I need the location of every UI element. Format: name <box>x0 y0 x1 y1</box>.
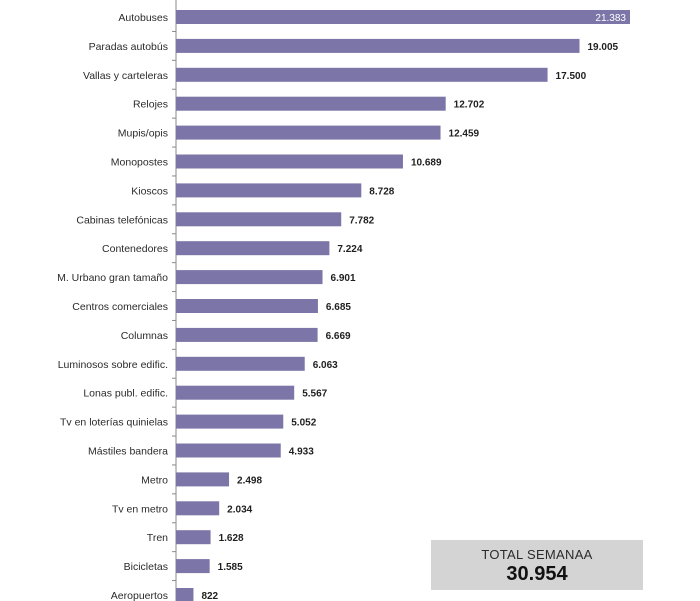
total-summary-box: TOTAL SEMANAA 30.954 <box>431 540 643 590</box>
bar-value-label: 12.702 <box>454 100 485 111</box>
bar <box>176 241 330 256</box>
category-label: Bicicletas <box>124 561 168 573</box>
bar <box>176 327 318 342</box>
category-label: Centros comerciales <box>72 301 168 313</box>
bar <box>176 443 281 458</box>
category-label: Tv en loterías quinielas <box>60 417 168 429</box>
bar <box>176 212 342 227</box>
bar-value-label: 5.567 <box>302 389 327 400</box>
bar <box>176 385 295 400</box>
category-label: Mupis/opis <box>118 128 168 140</box>
category-label: Relojes <box>133 99 168 111</box>
total-value: 30.954 <box>506 563 568 585</box>
bar <box>176 559 210 574</box>
category-label: Paradas autobús <box>89 41 168 53</box>
bar <box>176 356 305 371</box>
category-label: Lonas publ. edific. <box>83 388 168 400</box>
category-label: Tv en metro <box>112 503 168 515</box>
category-label: Monopostes <box>111 157 168 169</box>
category-label: Vallas y carteleras <box>83 70 168 82</box>
category-label: Kioscos <box>131 185 168 197</box>
bar <box>176 299 318 313</box>
bar <box>176 472 230 487</box>
bar-value-label: 10.689 <box>411 158 442 169</box>
category-label: Autobuses <box>118 12 168 24</box>
bar-value-label: 5.052 <box>291 418 316 429</box>
bar-value-label: 1.585 <box>218 562 243 573</box>
category-label: Metro <box>141 474 168 486</box>
category-label: Luminosos sobre edific. <box>58 359 168 371</box>
bar-value-label: 21.383 <box>595 13 626 24</box>
bar-value-label: 2.034 <box>227 504 252 515</box>
category-label: Aeropuertos <box>111 590 168 601</box>
category-label: Columnas <box>121 330 168 342</box>
category-label: M. Urbano gran tamaño <box>57 272 168 284</box>
bar-value-label: 1.628 <box>219 533 244 544</box>
bar <box>176 414 284 429</box>
bar-value-label: 6.685 <box>326 302 351 313</box>
bar-value-label: 8.728 <box>369 186 394 197</box>
bar-value-label: 7.782 <box>349 215 374 226</box>
bar <box>176 588 194 601</box>
total-label: TOTAL SEMANAA <box>481 547 593 562</box>
bar-value-label: 7.224 <box>337 244 362 255</box>
category-label: Mástiles bandera <box>88 446 168 458</box>
bar-value-label: 4.933 <box>289 447 314 458</box>
bar <box>176 38 580 53</box>
bar-value-label: 6.901 <box>331 273 356 284</box>
bar <box>176 96 446 111</box>
bar <box>176 183 362 198</box>
bar-value-label: 17.500 <box>556 71 587 82</box>
bar-value-label: 822 <box>201 591 218 601</box>
bar <box>176 67 548 82</box>
bar <box>176 501 220 516</box>
bar <box>176 125 441 140</box>
category-label: Cabinas telefónicas <box>76 214 168 226</box>
category-label: Tren <box>147 532 168 544</box>
bar-value-label: 6.669 <box>326 331 351 342</box>
category-label: Contenedores <box>102 243 168 255</box>
bar-value-label: 2.498 <box>237 475 262 486</box>
bar <box>176 10 630 24</box>
bar-value-label: 19.005 <box>588 42 619 53</box>
bar-value-label: 6.063 <box>313 360 338 371</box>
bar <box>176 530 211 545</box>
bar <box>176 154 403 169</box>
bar-value-label: 12.459 <box>449 129 480 140</box>
bar <box>176 270 323 285</box>
